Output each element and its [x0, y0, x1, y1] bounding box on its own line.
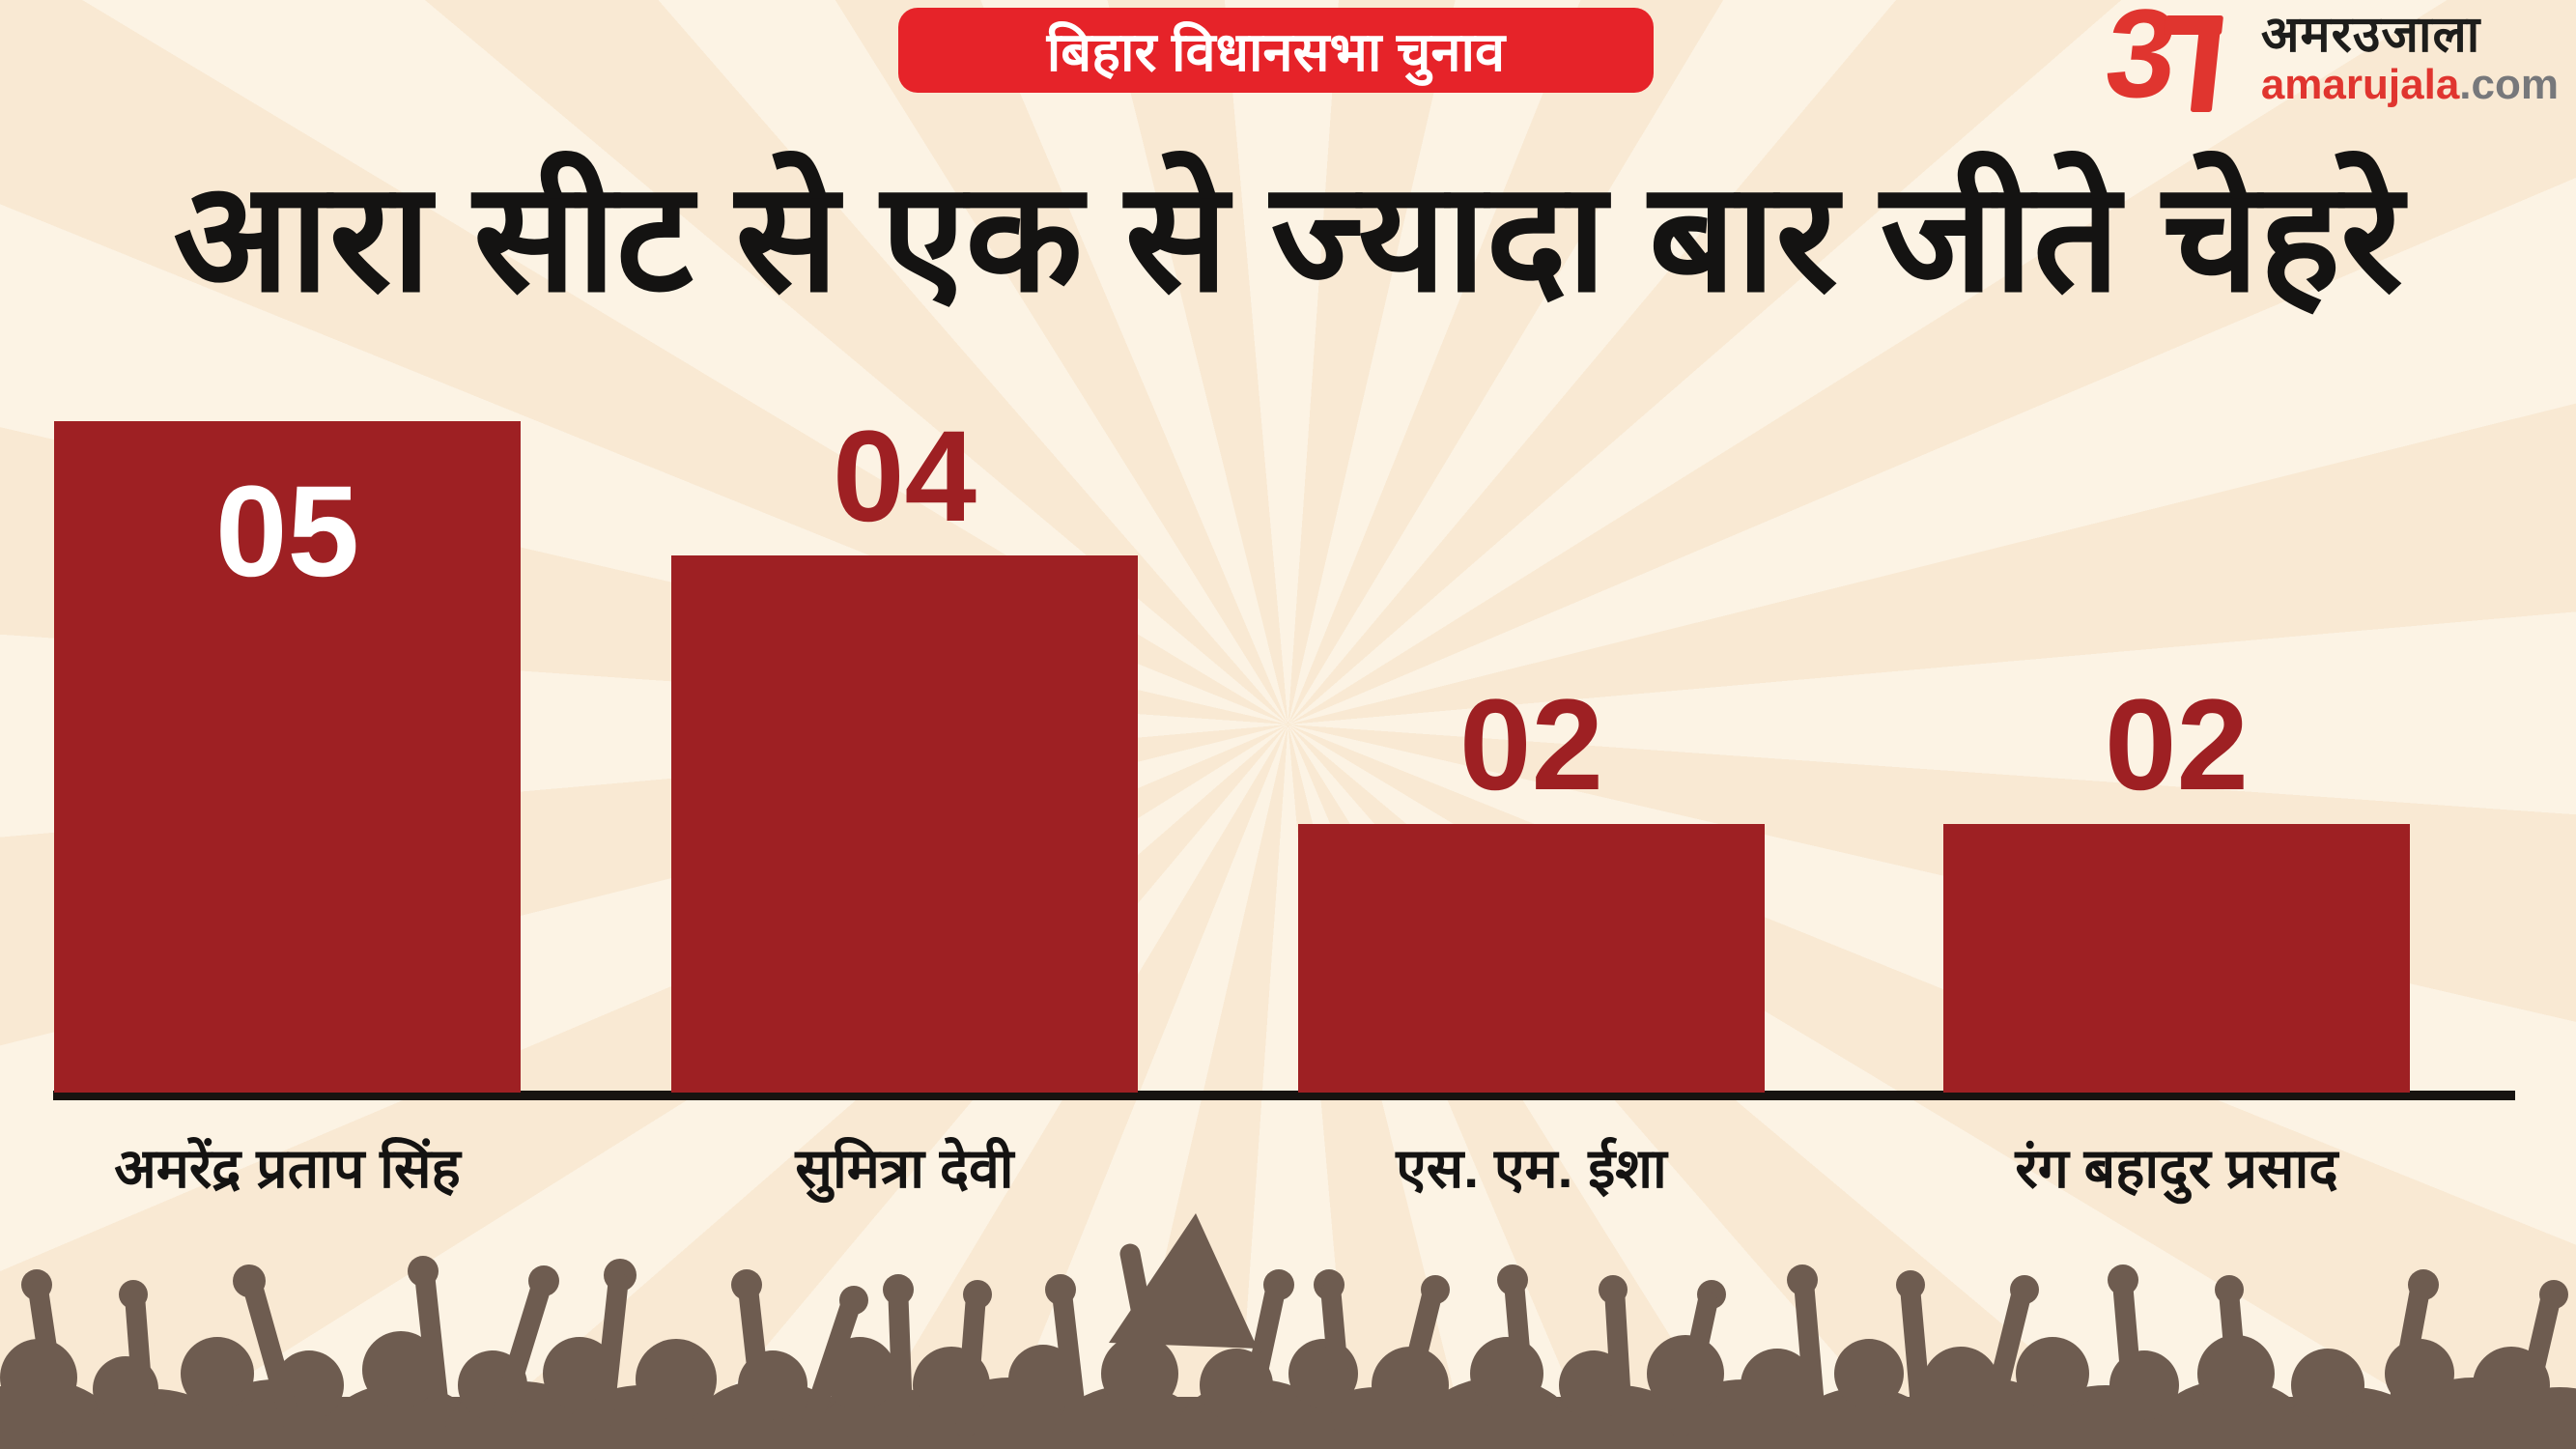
bar-amrendra-pratap-singh: 05: [54, 421, 521, 1093]
chart-title: आरा सीट से एक से ज्यादा बार जीते चेहरे: [173, 153, 2403, 323]
bar-s-m-isha: 02: [1298, 681, 1765, 1093]
logo-hindi-wordmark: अमरउजाला: [2260, 7, 2481, 63]
category-badge-label: बिहार विधानसभा चुनाव: [1046, 21, 1506, 82]
amarujala-logo: 3 अमरउजाला amarujala.com: [2099, 0, 2559, 124]
amarujala-monogram-icon: 3: [2099, 0, 2251, 124]
x-axis-label: सुमित्रा देवी: [795, 1138, 1014, 1200]
amarujala-logo-text: अमरउजाला amarujala.com: [2261, 10, 2559, 106]
logo-domain-tld: .com: [2459, 61, 2559, 108]
bar-value-label: 04: [832, 405, 977, 549]
bar-value-label: 05: [214, 460, 360, 604]
x-axis-label: रंग बहादुर प्रसाद: [2015, 1138, 2338, 1200]
crowd-silhouette: [0, 1213, 2576, 1449]
x-axis-line: [53, 1091, 2515, 1100]
bar-value-label: 02: [1458, 673, 1604, 817]
x-axis-label: एस. एम. ईशा: [1396, 1138, 1667, 1200]
logo-domain-name: amarujala: [2260, 61, 2460, 108]
category-badge: बिहार विधानसभा चुनाव: [898, 8, 1654, 93]
x-axis-label: अमरेंद्र प्रताप सिंह: [114, 1138, 461, 1200]
bar-value-label: 02: [2104, 673, 2250, 817]
bar-sumitra-devi: 04: [671, 412, 1138, 1093]
bar-rang-bahadur-prasad: 02: [1943, 681, 2410, 1093]
logo-domain: amarujala.com: [2261, 64, 2559, 106]
